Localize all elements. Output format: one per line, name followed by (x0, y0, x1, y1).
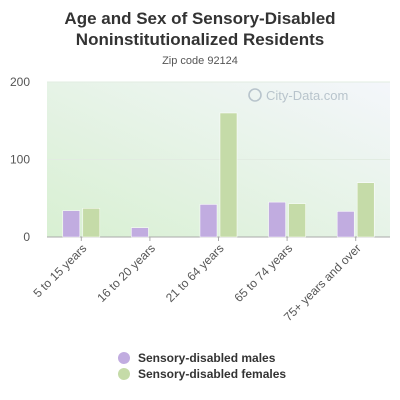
bar-females (288, 203, 306, 238)
legend-swatch-females (118, 368, 130, 380)
bar-females (219, 112, 238, 238)
x-tick-label: 21 to 64 years (163, 241, 227, 305)
x-tick-label: 16 to 20 years (94, 241, 158, 305)
legend-swatch-males (118, 352, 130, 364)
bar-females (356, 182, 375, 238)
chart-title-line1: Age and Sex of Sensory-Disabled (64, 9, 336, 28)
chart-subtitle: Zip code 92124 (162, 55, 238, 67)
x-tick-label: 75+ years and over (281, 241, 364, 324)
bars (62, 112, 375, 238)
x-tick-label: 5 to 15 years (30, 241, 89, 300)
watermark: City-Data.com (248, 88, 348, 103)
legend-label-males: Sensory-disabled males (138, 351, 276, 365)
x-axis: 5 to 15 years 16 to 20 years 21 to 64 year… (30, 237, 364, 324)
bar-males (131, 227, 149, 238)
watermark-text: City-Data.com (266, 88, 348, 103)
legend: Sensory-disabled males Sensory-disabled … (118, 350, 286, 382)
bar-males (268, 201, 286, 238)
bar-males (336, 211, 355, 238)
legend-item-males: Sensory-disabled males (118, 350, 286, 366)
bar-males (199, 204, 218, 238)
y-tick-label: 100 (10, 153, 30, 167)
chart-title-line2: Noninstitutionalized Residents (75, 30, 325, 49)
x-tick-label: 65 to 74 years (232, 241, 296, 305)
y-axis: 0 100 200 (10, 75, 390, 244)
y-tick-label: 0 (23, 230, 30, 244)
watermark-icon (248, 88, 262, 102)
chart-title: Age and Sex of Sensory-Disabled Noninsti… (0, 8, 400, 50)
legend-label-females: Sensory-disabled females (138, 367, 287, 381)
bar-females (82, 208, 101, 238)
gridlines (47, 81, 390, 160)
legend-item-females: Sensory-disabled females (118, 366, 286, 382)
y-tick-label: 200 (10, 75, 30, 89)
bar-males (62, 210, 81, 238)
